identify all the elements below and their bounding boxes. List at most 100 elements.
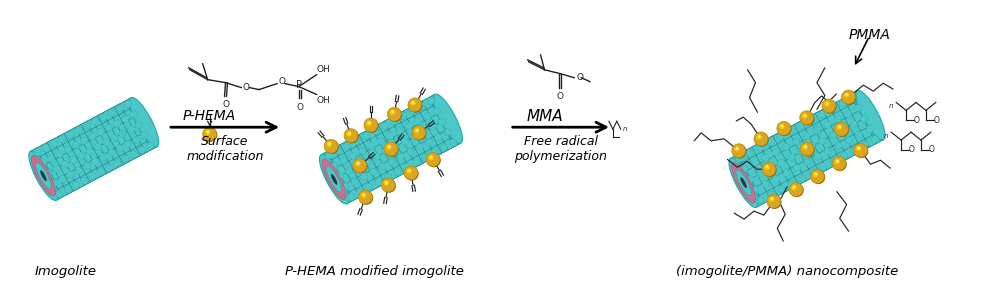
Ellipse shape bbox=[326, 166, 342, 192]
Circle shape bbox=[849, 94, 856, 102]
Circle shape bbox=[64, 146, 72, 153]
Circle shape bbox=[402, 138, 409, 145]
Circle shape bbox=[368, 122, 370, 124]
Circle shape bbox=[758, 135, 761, 138]
Circle shape bbox=[814, 153, 821, 160]
Circle shape bbox=[113, 120, 121, 127]
Circle shape bbox=[736, 147, 738, 149]
Circle shape bbox=[348, 193, 355, 201]
Circle shape bbox=[100, 154, 107, 161]
Circle shape bbox=[409, 170, 410, 172]
Circle shape bbox=[388, 146, 391, 148]
Circle shape bbox=[381, 178, 395, 192]
Circle shape bbox=[822, 99, 836, 113]
Circle shape bbox=[102, 139, 110, 146]
Circle shape bbox=[855, 105, 862, 112]
Circle shape bbox=[130, 111, 137, 118]
Text: O: O bbox=[576, 73, 583, 82]
Circle shape bbox=[336, 173, 344, 180]
Circle shape bbox=[837, 160, 839, 162]
Circle shape bbox=[833, 157, 846, 171]
Text: n: n bbox=[884, 133, 889, 139]
Circle shape bbox=[813, 172, 818, 177]
Circle shape bbox=[803, 132, 810, 139]
Circle shape bbox=[412, 102, 414, 104]
Circle shape bbox=[430, 156, 433, 158]
Text: Surface
modification: Surface modification bbox=[187, 135, 264, 163]
Polygon shape bbox=[30, 98, 157, 200]
Circle shape bbox=[50, 180, 58, 187]
Circle shape bbox=[91, 118, 98, 125]
Circle shape bbox=[78, 152, 85, 159]
Circle shape bbox=[141, 132, 148, 139]
Circle shape bbox=[783, 170, 791, 177]
Circle shape bbox=[840, 126, 846, 133]
Circle shape bbox=[860, 115, 868, 122]
Circle shape bbox=[400, 112, 407, 119]
Circle shape bbox=[412, 159, 419, 166]
Circle shape bbox=[416, 143, 423, 151]
Circle shape bbox=[368, 142, 375, 150]
Circle shape bbox=[81, 137, 87, 144]
Circle shape bbox=[800, 112, 814, 126]
Circle shape bbox=[804, 146, 806, 148]
Text: O: O bbox=[297, 103, 303, 113]
Circle shape bbox=[392, 143, 400, 150]
Circle shape bbox=[344, 142, 351, 149]
Circle shape bbox=[346, 168, 353, 175]
Circle shape bbox=[850, 121, 857, 128]
Circle shape bbox=[353, 159, 366, 173]
Circle shape bbox=[780, 124, 785, 129]
Circle shape bbox=[732, 144, 745, 158]
Circle shape bbox=[793, 186, 795, 188]
Circle shape bbox=[777, 133, 784, 140]
Circle shape bbox=[428, 155, 434, 160]
Circle shape bbox=[340, 157, 348, 165]
Circle shape bbox=[421, 154, 429, 161]
Circle shape bbox=[138, 146, 145, 154]
Text: O: O bbox=[222, 100, 229, 110]
Circle shape bbox=[59, 176, 66, 183]
Circle shape bbox=[856, 146, 861, 151]
Circle shape bbox=[411, 126, 425, 140]
Circle shape bbox=[450, 139, 457, 146]
Circle shape bbox=[762, 181, 770, 188]
Circle shape bbox=[773, 175, 780, 182]
Circle shape bbox=[59, 135, 66, 143]
Circle shape bbox=[70, 156, 77, 164]
Circle shape bbox=[804, 114, 806, 117]
Circle shape bbox=[381, 122, 388, 129]
Ellipse shape bbox=[736, 170, 751, 196]
Circle shape bbox=[752, 186, 759, 193]
Circle shape bbox=[844, 92, 849, 98]
Circle shape bbox=[345, 129, 358, 143]
Circle shape bbox=[73, 181, 80, 189]
Text: O: O bbox=[914, 116, 920, 125]
Circle shape bbox=[762, 162, 776, 176]
Circle shape bbox=[872, 136, 879, 143]
Circle shape bbox=[414, 118, 421, 125]
Circle shape bbox=[778, 159, 785, 166]
Circle shape bbox=[756, 144, 763, 151]
Circle shape bbox=[754, 132, 768, 146]
Circle shape bbox=[349, 132, 351, 135]
Circle shape bbox=[355, 163, 362, 170]
Circle shape bbox=[846, 94, 848, 96]
Polygon shape bbox=[321, 94, 461, 204]
Circle shape bbox=[357, 162, 359, 165]
Circle shape bbox=[396, 127, 403, 135]
Circle shape bbox=[45, 170, 52, 177]
Ellipse shape bbox=[28, 151, 58, 200]
Circle shape bbox=[426, 153, 440, 167]
Circle shape bbox=[808, 143, 816, 150]
Circle shape bbox=[792, 138, 800, 145]
Circle shape bbox=[108, 109, 115, 116]
Circle shape bbox=[99, 114, 107, 121]
Circle shape bbox=[808, 116, 815, 124]
Circle shape bbox=[392, 111, 394, 113]
Circle shape bbox=[56, 190, 63, 198]
Circle shape bbox=[802, 144, 808, 150]
Text: n: n bbox=[623, 126, 627, 132]
Circle shape bbox=[377, 138, 384, 145]
Circle shape bbox=[772, 149, 779, 156]
